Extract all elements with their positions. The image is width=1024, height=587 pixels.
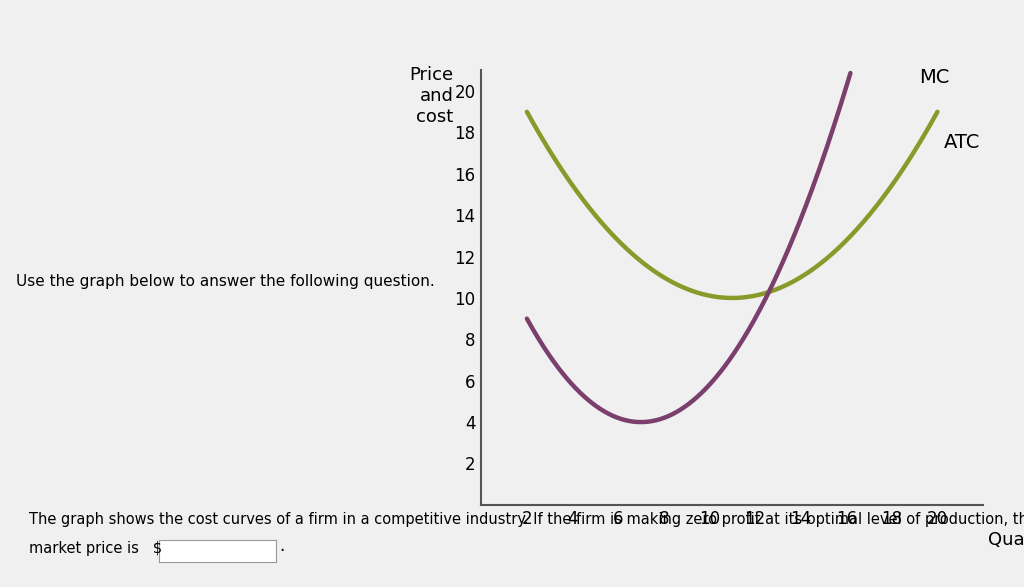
Text: MC: MC (920, 68, 949, 87)
Text: market price is   $: market price is $ (29, 541, 162, 556)
Text: The graph shows the cost curves of a firm in a competitive industry. If the firm: The graph shows the cost curves of a fir… (29, 512, 1024, 527)
X-axis label: Quantity: Quantity (988, 531, 1024, 549)
Y-axis label: Price
and
cost: Price and cost (410, 66, 454, 126)
Text: Use the graph below to answer the following question.: Use the graph below to answer the follow… (16, 274, 434, 289)
Text: .: . (280, 537, 285, 555)
Text: ATC: ATC (944, 133, 981, 153)
